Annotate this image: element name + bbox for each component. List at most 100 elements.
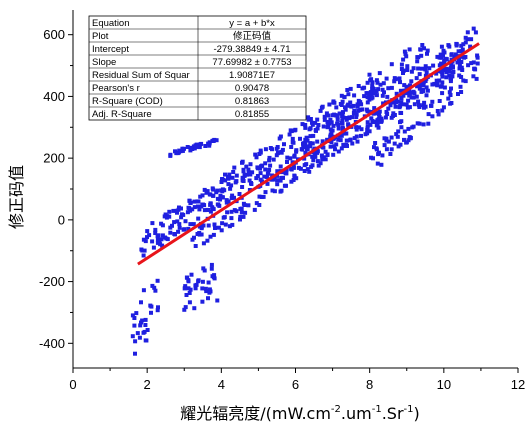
data-point bbox=[349, 104, 354, 109]
data-point bbox=[439, 44, 444, 49]
data-point bbox=[172, 220, 177, 225]
data-point bbox=[355, 102, 360, 107]
data-point bbox=[340, 121, 345, 126]
data-point bbox=[321, 145, 326, 150]
data-point bbox=[460, 47, 465, 52]
data-point bbox=[211, 193, 216, 198]
data-point bbox=[229, 209, 234, 214]
data-point bbox=[438, 52, 443, 57]
data-point bbox=[331, 99, 336, 104]
data-point bbox=[402, 49, 407, 54]
data-point bbox=[175, 219, 180, 224]
data-point bbox=[215, 202, 220, 207]
data-point bbox=[239, 210, 244, 215]
data-point bbox=[417, 105, 422, 109]
data-point bbox=[206, 223, 211, 228]
data-point bbox=[422, 46, 426, 51]
data-point bbox=[192, 306, 197, 311]
data-point bbox=[230, 222, 235, 227]
data-point bbox=[329, 120, 334, 125]
data-point bbox=[289, 145, 294, 149]
data-point bbox=[310, 120, 314, 125]
data-point bbox=[444, 70, 449, 75]
data-point bbox=[359, 133, 363, 138]
data-point bbox=[425, 51, 429, 56]
data-point bbox=[145, 229, 150, 234]
stats-value: 1.90871E7 bbox=[229, 70, 275, 81]
data-point bbox=[376, 152, 381, 157]
data-point bbox=[409, 69, 414, 74]
data-point bbox=[289, 166, 294, 171]
data-point bbox=[384, 147, 389, 152]
data-point bbox=[240, 185, 245, 189]
data-point bbox=[407, 47, 412, 52]
data-point bbox=[214, 138, 219, 143]
data-point bbox=[206, 208, 211, 212]
data-point bbox=[234, 173, 239, 178]
data-point bbox=[446, 96, 451, 101]
data-point bbox=[439, 69, 444, 74]
data-point bbox=[200, 286, 205, 291]
data-point bbox=[365, 131, 370, 136]
data-point bbox=[352, 108, 357, 113]
data-point bbox=[329, 131, 334, 135]
data-point bbox=[469, 37, 474, 42]
data-point bbox=[267, 167, 272, 172]
data-point bbox=[203, 286, 208, 291]
stats-value: -279.38849 ± 4.71 bbox=[213, 44, 290, 55]
data-point bbox=[270, 188, 275, 193]
data-point bbox=[440, 66, 445, 71]
data-point bbox=[463, 35, 468, 40]
data-point bbox=[218, 195, 223, 200]
data-point bbox=[415, 55, 420, 60]
data-point bbox=[398, 80, 402, 85]
data-point bbox=[370, 86, 375, 91]
data-point bbox=[186, 226, 191, 231]
data-point bbox=[179, 212, 184, 217]
data-point bbox=[254, 176, 259, 181]
stats-label: Pearson's r bbox=[92, 83, 140, 94]
stats-value: 0.81863 bbox=[235, 96, 269, 107]
data-point bbox=[208, 202, 213, 207]
data-point bbox=[234, 209, 239, 214]
x-tick-label: 0 bbox=[69, 377, 76, 392]
data-point bbox=[139, 247, 144, 252]
data-point bbox=[241, 214, 246, 219]
data-point bbox=[174, 151, 179, 156]
data-point bbox=[398, 110, 403, 115]
data-point bbox=[139, 300, 143, 305]
data-point bbox=[315, 159, 320, 164]
data-point bbox=[340, 110, 345, 115]
data-point bbox=[164, 236, 169, 241]
x-axis-title-mid2: .Sr bbox=[382, 404, 404, 423]
data-point bbox=[230, 175, 235, 180]
data-point bbox=[278, 178, 283, 183]
x-tick-label: 2 bbox=[144, 377, 151, 392]
data-point bbox=[365, 126, 370, 130]
stats-value: y = a + b*x bbox=[229, 18, 275, 29]
data-point bbox=[357, 125, 362, 130]
data-point bbox=[421, 122, 426, 127]
data-point bbox=[316, 123, 321, 127]
data-point bbox=[354, 134, 359, 139]
stats-label: Adj. R-Square bbox=[92, 109, 152, 120]
data-point bbox=[384, 138, 389, 143]
data-point bbox=[185, 210, 190, 215]
data-point bbox=[316, 163, 321, 168]
data-point bbox=[370, 80, 375, 85]
data-point bbox=[411, 66, 416, 71]
data-point bbox=[194, 282, 199, 287]
data-point bbox=[302, 156, 307, 161]
data-point bbox=[342, 131, 347, 136]
data-point bbox=[313, 120, 318, 125]
data-point bbox=[185, 145, 190, 149]
data-point bbox=[339, 146, 344, 151]
data-point bbox=[365, 95, 370, 100]
data-point bbox=[224, 200, 229, 205]
data-point bbox=[447, 69, 451, 74]
data-point bbox=[262, 174, 267, 179]
data-point bbox=[459, 90, 464, 94]
data-point bbox=[422, 105, 426, 110]
stats-label: Equation bbox=[92, 18, 130, 29]
data-point bbox=[442, 59, 447, 64]
